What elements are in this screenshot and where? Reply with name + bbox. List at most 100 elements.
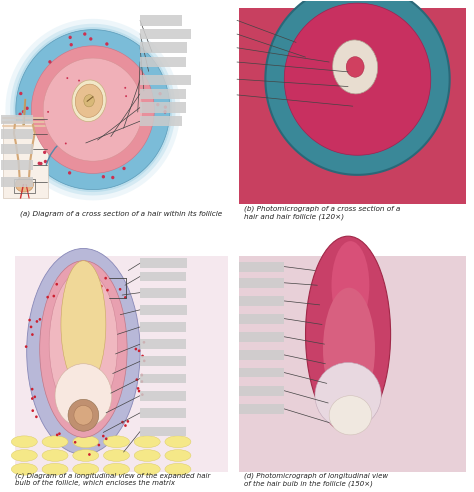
Circle shape	[31, 397, 34, 400]
Circle shape	[25, 345, 27, 348]
Circle shape	[156, 103, 159, 106]
Circle shape	[35, 415, 38, 418]
Ellipse shape	[165, 450, 191, 461]
Ellipse shape	[331, 241, 369, 330]
Polygon shape	[43, 58, 143, 161]
Bar	[0, 177, 33, 187]
Ellipse shape	[61, 261, 106, 388]
Circle shape	[137, 387, 139, 390]
Circle shape	[44, 160, 47, 163]
Polygon shape	[10, 24, 175, 195]
Ellipse shape	[11, 436, 37, 448]
Circle shape	[69, 35, 72, 39]
Circle shape	[28, 319, 31, 321]
Bar	[140, 322, 186, 332]
Circle shape	[143, 360, 146, 362]
Bar	[0, 129, 33, 139]
Ellipse shape	[103, 450, 129, 461]
Circle shape	[47, 111, 49, 113]
Polygon shape	[31, 46, 155, 173]
Bar	[140, 356, 186, 366]
Ellipse shape	[306, 236, 391, 432]
Circle shape	[164, 105, 167, 109]
Text: (a) Diagram of a cross section of a hair within its follicle: (a) Diagram of a cross section of a hair…	[19, 211, 222, 217]
Circle shape	[105, 42, 109, 46]
Circle shape	[53, 295, 55, 297]
Circle shape	[48, 60, 52, 63]
Polygon shape	[284, 3, 431, 155]
Circle shape	[31, 388, 34, 391]
Circle shape	[26, 107, 29, 110]
Circle shape	[74, 441, 76, 444]
Ellipse shape	[165, 436, 191, 448]
Bar	[140, 408, 186, 418]
Bar	[140, 258, 187, 268]
Bar	[140, 391, 186, 400]
Ellipse shape	[42, 463, 68, 475]
Ellipse shape	[329, 396, 372, 435]
Circle shape	[122, 167, 126, 170]
Circle shape	[158, 92, 162, 95]
Bar	[239, 8, 466, 204]
Circle shape	[121, 421, 124, 424]
Ellipse shape	[75, 84, 103, 118]
Circle shape	[55, 283, 58, 285]
Circle shape	[89, 37, 92, 41]
Ellipse shape	[73, 463, 99, 475]
Circle shape	[124, 424, 127, 427]
Circle shape	[36, 320, 38, 323]
Circle shape	[119, 288, 121, 291]
Bar	[239, 256, 466, 472]
Ellipse shape	[323, 288, 375, 410]
Ellipse shape	[72, 80, 106, 122]
Circle shape	[39, 162, 43, 165]
Circle shape	[68, 171, 71, 175]
Circle shape	[124, 87, 126, 89]
Bar	[239, 278, 284, 288]
Circle shape	[141, 355, 144, 357]
Bar	[140, 15, 182, 26]
Ellipse shape	[134, 463, 160, 475]
Circle shape	[46, 296, 49, 299]
Ellipse shape	[73, 436, 99, 448]
Ellipse shape	[49, 271, 118, 418]
Bar	[239, 332, 284, 341]
Ellipse shape	[103, 436, 129, 448]
Circle shape	[127, 420, 129, 423]
Ellipse shape	[134, 450, 160, 461]
Bar	[140, 89, 186, 99]
Bar	[239, 368, 284, 377]
Circle shape	[140, 374, 143, 376]
Bar	[15, 256, 228, 472]
Polygon shape	[16, 30, 170, 189]
Circle shape	[18, 113, 22, 116]
Ellipse shape	[315, 363, 381, 429]
Circle shape	[43, 151, 46, 154]
Circle shape	[38, 318, 41, 321]
Circle shape	[30, 326, 32, 328]
Bar	[140, 75, 191, 85]
Circle shape	[70, 43, 73, 46]
Circle shape	[88, 453, 91, 456]
Ellipse shape	[42, 436, 68, 448]
Circle shape	[138, 390, 140, 393]
Circle shape	[125, 95, 127, 97]
Circle shape	[141, 380, 143, 383]
Circle shape	[58, 432, 61, 435]
Circle shape	[22, 110, 25, 113]
Bar	[140, 116, 182, 126]
Ellipse shape	[333, 40, 378, 94]
Polygon shape	[13, 27, 172, 192]
Circle shape	[105, 437, 108, 440]
Polygon shape	[5, 19, 180, 200]
Ellipse shape	[27, 248, 140, 455]
Ellipse shape	[11, 463, 37, 475]
Circle shape	[106, 289, 109, 292]
Circle shape	[136, 378, 138, 381]
Ellipse shape	[134, 436, 160, 448]
Bar	[140, 339, 186, 349]
Bar	[140, 373, 186, 383]
Ellipse shape	[42, 450, 68, 461]
Bar	[140, 427, 186, 436]
Bar	[239, 296, 284, 306]
